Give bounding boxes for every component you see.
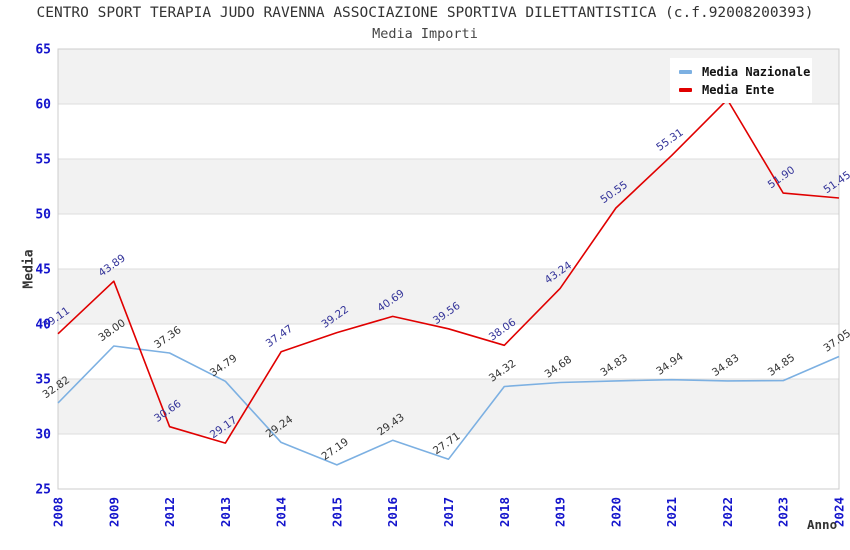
value-label-0: 37.36 [152, 324, 184, 351]
legend-item-media-nazionale: Media Nazionale [679, 65, 812, 79]
x-tick-label: 2018 [497, 497, 512, 527]
x-tick-label: 2009 [106, 497, 121, 527]
legend-item-media-ente: Media Ente [679, 83, 812, 97]
x-tick-label: 2020 [608, 497, 623, 527]
x-tick-label: 2013 [218, 497, 233, 527]
value-label-0: 34.83 [598, 352, 630, 379]
grid-band [58, 379, 839, 434]
x-tick-label: 2012 [162, 497, 177, 527]
value-label-0: 34.68 [543, 354, 575, 381]
y-tick-label: 65 [35, 43, 51, 58]
x-tick-label: 2017 [441, 497, 456, 527]
value-label-0: 34.79 [208, 352, 240, 379]
value-label-0: 34.85 [766, 352, 798, 379]
series-line-1 [57, 98, 840, 444]
y-tick-label: 45 [35, 263, 51, 278]
chart-title: CENTRO SPORT TERAPIA JUDO RAVENNA ASSOCI… [36, 5, 814, 21]
y-tick-label: 25 [35, 483, 51, 498]
x-tick-label: 2019 [553, 497, 568, 527]
grid-band [58, 159, 839, 214]
value-label-0: 34.83 [710, 352, 742, 379]
legend-label-media-ente: Media Ente [702, 82, 775, 97]
y-tick-label: 50 [35, 208, 51, 223]
x-tick-label: 2016 [385, 497, 400, 527]
value-label-1: 55.31 [654, 127, 686, 154]
y-tick-label: 40 [35, 318, 51, 333]
value-label-1: 37.47 [264, 323, 296, 350]
y-tick-label: 30 [35, 428, 51, 443]
series-line-0 [57, 345, 840, 466]
x-tick-label: 2024 [832, 497, 847, 527]
x-tick-label: 2014 [274, 497, 289, 527]
plot-border [57, 48, 840, 490]
x-tick-label: 2021 [664, 497, 679, 527]
legend-label-media-nazionale: Media Nazionale [702, 64, 811, 79]
y-tick-label: 55 [35, 153, 51, 168]
y-tick-label: 60 [35, 98, 51, 113]
value-label-0: 37.05 [822, 327, 850, 354]
x-tick-label: 2023 [776, 497, 791, 527]
value-label-0: 34.94 [654, 350, 686, 377]
grid-band [58, 269, 839, 324]
legend-swatch-media-ente [679, 87, 692, 92]
legend-swatch-media-nazionale [679, 69, 692, 74]
legend: Media Nazionale Media Ente [670, 58, 812, 103]
x-tick-label: 2015 [329, 497, 344, 527]
chart-subtitle: Media Importi [372, 26, 478, 42]
x-axis-title: Anno [807, 517, 838, 532]
x-tick-label: 2008 [51, 497, 66, 527]
x-tick-label: 2022 [720, 497, 735, 527]
y-tick-label: 35 [35, 373, 51, 388]
value-label-0: 27.19 [319, 436, 351, 463]
